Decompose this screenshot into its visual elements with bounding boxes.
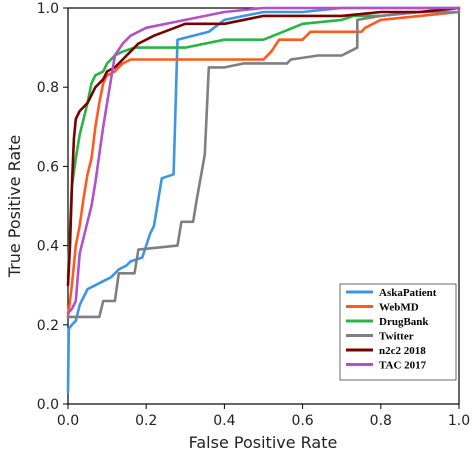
y-tick-label: 0.2 xyxy=(37,318,59,334)
x-tick-label: 0.6 xyxy=(291,413,313,429)
y-tick-label: 1.0 xyxy=(37,1,59,17)
y-tick-label: 0.4 xyxy=(37,239,59,255)
x-tick-label: 0.8 xyxy=(370,413,392,429)
legend-label: Twitter xyxy=(379,331,414,343)
roc-curve-webmd xyxy=(66,10,461,319)
y-axis-label: True Positive Rate xyxy=(5,135,24,279)
legend-label: TAC 2017 xyxy=(379,360,427,372)
y-tick-label: 0.0 xyxy=(37,397,59,413)
plot-area xyxy=(66,6,461,405)
x-tick-label: 1.0 xyxy=(448,413,470,429)
x-axis-label: False Positive Rate xyxy=(189,433,338,452)
x-axis-ticks: 0.0 0.2 0.4 0.6 0.8 1.0 xyxy=(57,404,470,429)
x-tick-label: 0.4 xyxy=(213,413,235,429)
legend-label: WebMD xyxy=(379,302,419,314)
y-tick-label: 0.6 xyxy=(37,159,59,175)
roc-curve-drugbank xyxy=(66,6,461,279)
x-tick-label: 0.2 xyxy=(135,413,157,429)
roc-curve-askapatient xyxy=(66,6,461,394)
roc-curve-n2c2-2018 xyxy=(66,6,461,287)
roc-curve-twitter xyxy=(66,10,461,319)
y-tick-label: 0.8 xyxy=(37,80,59,96)
legend-label: AskaPatient xyxy=(379,287,437,299)
roc-curve-tac-2017 xyxy=(66,6,461,315)
legend: AskaPatient WebMD DrugBank Twitter n2c2 2018… xyxy=(339,283,457,381)
x-tick-label: 0.0 xyxy=(57,413,79,429)
legend-label: n2c2 2018 xyxy=(379,345,426,357)
legend-label: DrugBank xyxy=(379,316,429,328)
roc-curves xyxy=(66,6,461,394)
y-axis-ticks: 0.0 0.2 0.4 0.6 0.8 1.0 xyxy=(37,1,68,413)
